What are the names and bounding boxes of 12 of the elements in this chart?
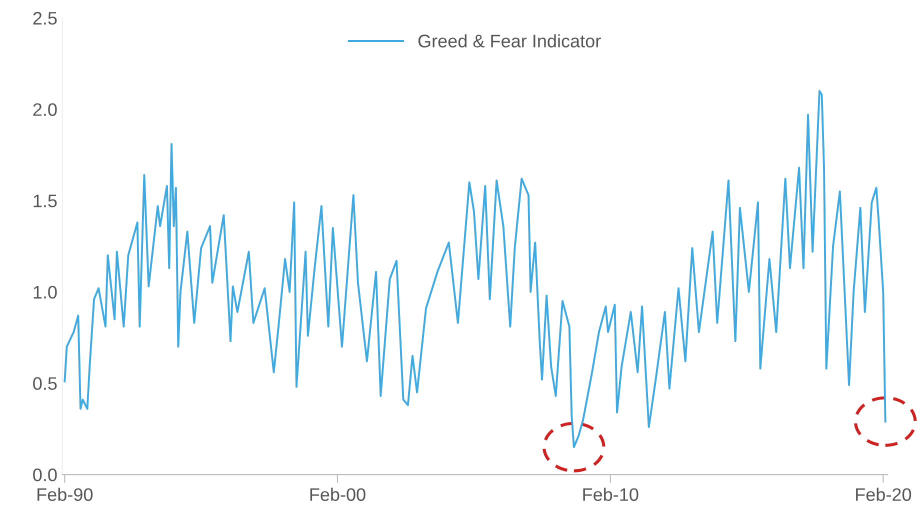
y-tick-label: 2.0 (33, 103, 57, 116)
y-tick-label: 1.0 (34, 286, 57, 299)
line-series (64, 90, 886, 448)
x-tick-label: Feb-20 (856, 488, 912, 501)
y-tick-label: 2.5 (33, 12, 57, 25)
y-tick-label: 0.5 (33, 377, 57, 390)
x-tick-label: Feb-90 (38, 488, 93, 501)
x-tick-label: Feb-00 (310, 488, 366, 501)
legend-label: Greed & Fear Indicator (418, 34, 601, 48)
y-tick-label: 1.5 (34, 194, 57, 208)
y-tick-label: 0.0 (33, 468, 57, 482)
x-tick-label: Feb-10 (583, 488, 638, 501)
